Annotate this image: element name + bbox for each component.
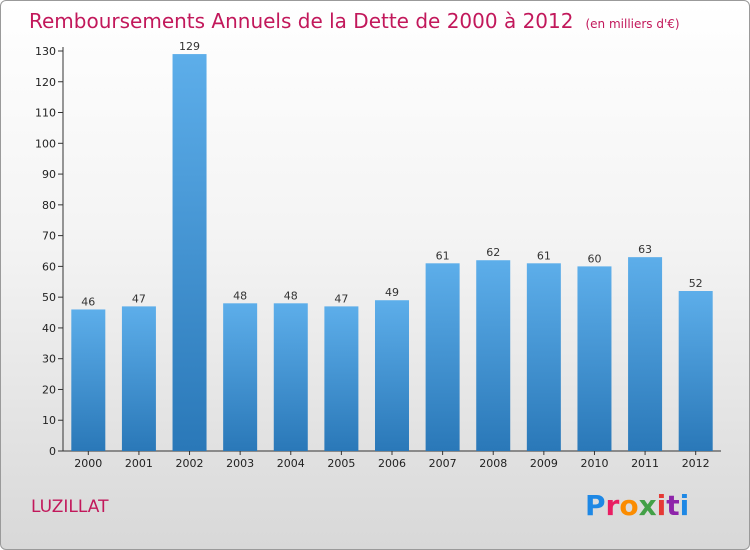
chart-y-ticks: 0 10 20 30 40 50 60 70 80 90 100 110 120 130: [35, 45, 63, 458]
y-tick-label: 50: [42, 291, 56, 304]
bar-2000: [71, 309, 106, 451]
value-label-2011: 63: [638, 243, 652, 256]
x-tick-label-2006: 2006: [378, 457, 406, 470]
town-name: LUZILLAT: [31, 497, 109, 517]
y-tick-label: 130: [35, 45, 56, 58]
y-tick-label: 110: [35, 107, 56, 120]
y-tick-label: 30: [42, 353, 56, 366]
value-label-2002: 129: [179, 40, 200, 53]
x-tick-label-2012: 2012: [682, 457, 710, 470]
chart-title: Remboursements Annuels de la Dette de 20…: [29, 9, 680, 33]
value-label-2001: 47: [132, 292, 146, 305]
y-tick-label: 20: [42, 383, 56, 396]
value-label-2005: 47: [334, 292, 348, 305]
value-label-2009: 61: [537, 249, 551, 262]
y-tick-label: 100: [35, 137, 56, 150]
value-label-2004: 48: [284, 289, 298, 302]
value-label-2010: 60: [587, 252, 601, 265]
chart-value-labels: 46 47 129 48 48 47 49 61 62 61 60 63 52: [81, 40, 702, 308]
chart-unit: (en milliers d'€): [585, 17, 680, 31]
y-tick-label: 0: [49, 445, 56, 458]
brand-letter: o: [619, 489, 639, 522]
y-tick-label: 40: [42, 322, 56, 335]
x-tick-label-2008: 2008: [479, 457, 507, 470]
y-tick-label: 120: [35, 76, 56, 89]
x-tick-label-2003: 2003: [226, 457, 254, 470]
value-label-2003: 48: [233, 289, 247, 302]
y-tick-label: 90: [42, 168, 56, 181]
x-tick-label-2011: 2011: [631, 457, 659, 470]
chart-bars: [71, 54, 713, 451]
bar-2003: [223, 303, 258, 451]
brand-letter: t: [666, 489, 680, 522]
x-tick-label-2010: 2010: [580, 457, 608, 470]
bar-2010: [577, 266, 612, 451]
value-label-2000: 46: [81, 295, 95, 308]
chart-title-text: Remboursements Annuels de la Dette de 20…: [29, 9, 574, 33]
value-label-2006: 49: [385, 286, 399, 299]
x-tick-label-2001: 2001: [125, 457, 153, 470]
y-tick-label: 60: [42, 260, 56, 273]
x-tick-label-2009: 2009: [530, 457, 558, 470]
bar-2006: [375, 300, 409, 451]
bar-2004: [273, 303, 308, 451]
brand-logo: Proxiti: [585, 489, 689, 522]
x-tick-label-2004: 2004: [277, 457, 305, 470]
bar-2007: [425, 263, 460, 451]
y-tick-label: 80: [42, 199, 56, 212]
bar-2008: [476, 260, 511, 451]
bar-2011: [628, 257, 663, 451]
bar-2012: [678, 291, 713, 451]
brand-letter: x: [638, 489, 657, 522]
brand-letter: i: [679, 489, 690, 522]
value-label-2007: 61: [436, 249, 450, 262]
bar-2009: [526, 263, 561, 451]
y-tick-label: 10: [42, 414, 56, 427]
bar-2002: [172, 54, 207, 451]
bar-2001: [121, 306, 156, 451]
x-tick-label-2005: 2005: [327, 457, 355, 470]
value-label-2012: 52: [689, 277, 703, 290]
chart-x-ticks: 2000 2001 2002 2003 2004 2005 2006 2007 2008 2009…: [74, 451, 710, 470]
x-tick-label-2007: 2007: [429, 457, 457, 470]
x-tick-label-2000: 2000: [74, 457, 102, 470]
y-tick-label: 70: [42, 230, 56, 243]
value-label-2008: 62: [486, 246, 500, 259]
x-tick-label-2002: 2002: [176, 457, 204, 470]
brand-letter: P: [585, 489, 606, 522]
bar-2005: [324, 306, 359, 451]
brand-letter: i: [656, 489, 667, 522]
brand-letter: r: [605, 489, 620, 522]
